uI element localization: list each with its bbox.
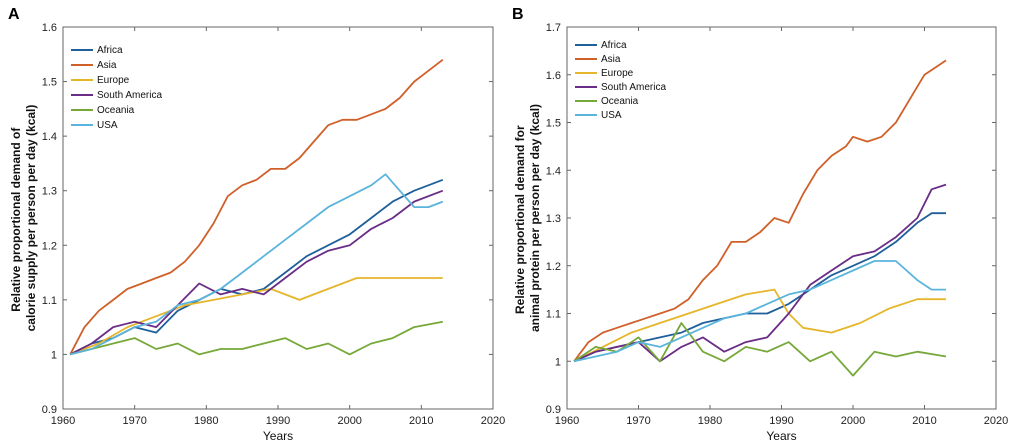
legend-entry-africa: Africa — [601, 40, 627, 51]
y-axis-label-line-2: animal protein per person per day (kcal) — [528, 104, 542, 332]
x-tick-labels-a: 1960 1970 1980 1990 2000 2010 2020 — [51, 415, 505, 427]
y-axis-label-b: Relative proportional demand for animal … — [513, 104, 542, 332]
legend-a: Africa Asia Europe South America Oceania… — [67, 39, 162, 135]
legend-entry-oceania: Oceania — [97, 105, 135, 116]
y-axis-label-a: Relative proportional demand of calorie … — [9, 105, 38, 332]
series-line-south-america — [69, 189, 444, 356]
x-tick-label: 1960 — [555, 415, 579, 427]
legend-box-b — [571, 35, 653, 127]
x-tick-label: 1960 — [51, 415, 75, 427]
x-tick-label: 1990 — [769, 415, 793, 427]
legend-entry-south-america: South America — [97, 90, 162, 101]
series-line-usa — [69, 173, 444, 356]
y-axis-label-line-2: calorie supply per person per day (kcal) — [24, 105, 38, 332]
series-line-asia — [573, 59, 947, 362]
series-line-oceania — [573, 322, 947, 377]
x-tick-label: 2000 — [841, 415, 865, 427]
y-tick-label: 1.7 — [546, 22, 561, 34]
series-line-oceania — [69, 320, 443, 356]
x-tick-label: 2010 — [409, 415, 433, 427]
legend-b: Africa Asia Europe South America Oceania… — [571, 35, 666, 127]
legend-entry-oceania: Oceania — [601, 96, 639, 107]
x-tick-labels-b: 1960 1970 1980 1990 2000 2010 2020 — [555, 415, 1008, 427]
x-tick-label: 1970 — [122, 415, 146, 427]
panel-label-a: A — [8, 6, 20, 23]
series-layer-b — [566, 26, 997, 410]
series-line-asia — [69, 58, 444, 355]
x-tick-label: 2000 — [337, 415, 361, 427]
legend-entry-asia: Asia — [601, 54, 621, 65]
y-tick-label: 1.3 — [42, 186, 57, 198]
x-tick-label: 2020 — [984, 415, 1008, 427]
y-tick-label: 1 — [51, 349, 57, 361]
y-tick-label: 1.2 — [42, 240, 57, 252]
x-tick-label: 2010 — [912, 415, 936, 427]
y-tick-label: 1.2 — [546, 261, 561, 273]
y-tick-label: 0.9 — [42, 404, 57, 416]
y-tick-label: 1.3 — [546, 213, 561, 225]
y-tick-label: 1.4 — [546, 165, 561, 177]
legend-swatches-a — [71, 49, 93, 126]
legend-entry-europe: Europe — [97, 75, 130, 86]
y-tick-labels-b: 0.9 1 1.1 1.2 1.3 1.4 1.5 1.6 1.7 — [546, 22, 561, 416]
legend-box-a — [67, 39, 149, 135]
y-tick-label: 0.9 — [546, 404, 561, 416]
y-tick-label: 1.4 — [42, 131, 57, 143]
legend-entry-south-america: South America — [601, 82, 666, 93]
y-tick-label: 1.1 — [42, 295, 57, 307]
series-layer-a — [62, 26, 494, 410]
legend-entry-africa: Africa — [97, 45, 123, 56]
x-axis-label-b: Years — [766, 429, 796, 443]
y-tick-label: 1.6 — [546, 70, 561, 82]
x-tick-label: 1990 — [266, 415, 290, 427]
x-axis-label-a: Years — [263, 429, 293, 443]
y-axis-label-line-1: Relative proportional demand for — [513, 125, 527, 314]
y-tick-labels-a: 0.9 1 1.1 1.2 1.3 1.4 1.5 1.6 — [42, 22, 57, 416]
x-tick-label: 2020 — [481, 415, 505, 427]
y-tick-label: 1 — [555, 356, 561, 368]
x-tick-label: 1970 — [626, 415, 650, 427]
legend-swatches-b — [575, 44, 597, 116]
legend-entry-usa: USA — [97, 120, 118, 131]
x-tick-label: 1980 — [194, 415, 218, 427]
legend-entry-europe: Europe — [601, 68, 634, 79]
legend-entry-asia: Asia — [97, 60, 117, 71]
y-tick-label: 1.5 — [546, 118, 561, 130]
chart-panel-a: A 1960 1970 1980 1990 2000 2010 2020 0.9… — [8, 6, 505, 443]
x-tick-label: 1980 — [698, 415, 722, 427]
y-tick-label: 1.5 — [42, 77, 57, 89]
y-tick-label: 1.1 — [546, 309, 561, 321]
series-line-europe — [573, 288, 946, 363]
y-tick-label: 1.6 — [42, 22, 57, 34]
y-axis-label-line-1: Relative proportional demand of — [9, 127, 23, 312]
chart-panel-b: B 1960 1970 1980 1990 2000 2010 2020 0.9… — [512, 6, 1008, 443]
legend-entry-usa: USA — [601, 110, 622, 121]
series-line-usa — [573, 260, 946, 363]
panel-label-b: B — [512, 6, 524, 23]
